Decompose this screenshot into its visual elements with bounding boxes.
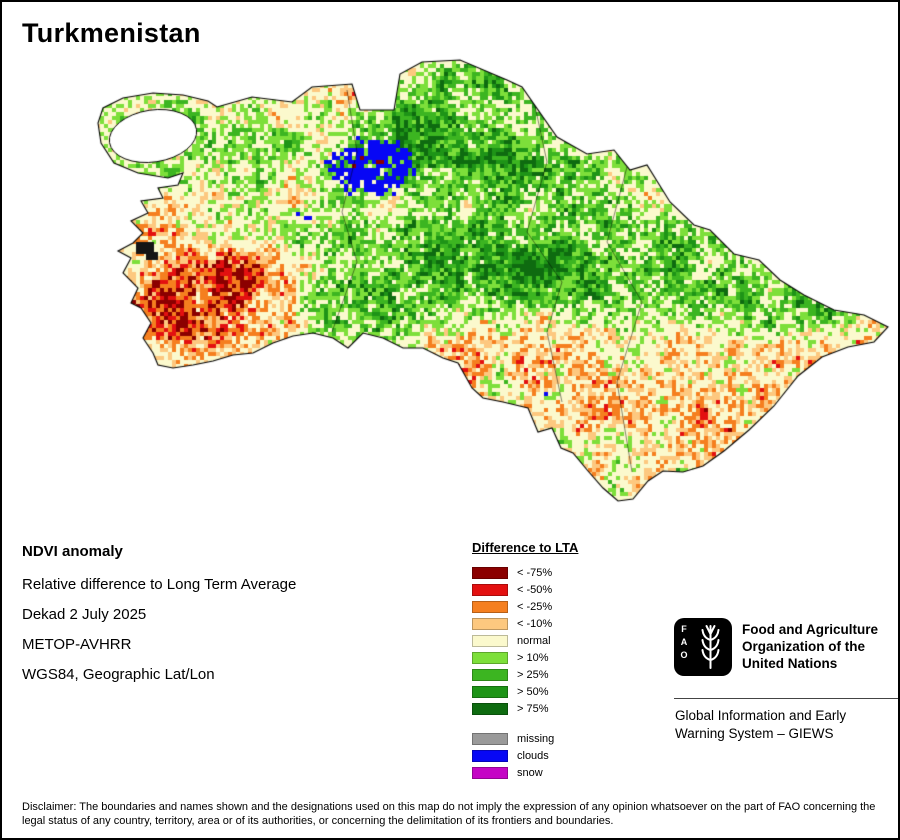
legend-title: Difference to LTA — [472, 540, 579, 555]
ndvi-anomaly-map — [80, 52, 900, 532]
legend-row: clouds — [472, 747, 578, 764]
legend-row: missing — [472, 730, 578, 747]
fao-logo-letters: FAO — [679, 624, 689, 663]
giews-name: Global Information and Early Warning Sys… — [675, 707, 846, 743]
legend-swatch — [472, 732, 508, 745]
legend-label: > 50% — [517, 685, 549, 698]
giews-line: Warning System – GIEWS — [675, 726, 834, 741]
legend-label: normal — [517, 634, 551, 647]
metadata-line-product: Relative difference to Long Term Average — [22, 576, 297, 593]
legend-label: snow — [517, 766, 543, 779]
metadata-heading: NDVI anomaly — [22, 543, 123, 560]
legend-row: > 10% — [472, 649, 578, 666]
map — [80, 52, 900, 532]
legend-swatch — [472, 600, 508, 613]
wheat-icon — [701, 625, 720, 669]
fao-logo: FAO — [674, 618, 732, 676]
brand-divider — [674, 698, 898, 699]
giews-line: Global Information and Early — [675, 708, 847, 723]
fao-org-name: Food and Agriculture Organization of the… — [742, 621, 878, 672]
org-name-line: United Nations — [742, 656, 838, 671]
legend-swatch — [472, 766, 508, 779]
legend-swatch — [472, 685, 508, 698]
legend-label: > 25% — [517, 668, 549, 681]
legend-swatch — [472, 634, 508, 647]
legend-label: < -50% — [517, 583, 553, 596]
legend-swatch — [472, 749, 508, 762]
disclaimer-text: Disclaimer: The boundaries and names sho… — [22, 801, 876, 827]
legend-row: normal — [472, 632, 578, 649]
legend-swatch — [472, 583, 508, 596]
legend-row: < -10% — [472, 615, 578, 632]
legend-label: clouds — [517, 749, 549, 762]
legend-row: > 75% — [472, 700, 578, 717]
legend-swatch — [472, 702, 508, 715]
map-metadata: NDVI anomaly Relative difference to Long… — [22, 543, 296, 697]
legend-label: missing — [517, 732, 555, 745]
legend-row: < -75% — [472, 564, 578, 581]
legend-row: < -25% — [472, 598, 578, 615]
legend-label: < -10% — [517, 617, 553, 630]
legend-label: > 10% — [517, 651, 549, 664]
legend-swatch — [472, 617, 508, 630]
metadata-line-dekad: Dekad 2 July 2025 — [22, 606, 147, 623]
legend-row: > 25% — [472, 666, 578, 683]
legend: Difference to LTA < -75% < -50% < -25% <… — [472, 540, 578, 781]
legend-label: < -25% — [517, 600, 553, 613]
legend-row: < -50% — [472, 581, 578, 598]
page-title: Turkmenistan — [22, 18, 201, 48]
legend-row: > 50% — [472, 683, 578, 700]
legend-swatch — [472, 668, 508, 681]
legend-swatch — [472, 651, 508, 664]
metadata-line-projection: WGS84, Geographic Lat/Lon — [22, 666, 215, 683]
legend-swatch — [472, 566, 508, 579]
legend-gap — [472, 717, 578, 730]
org-name-line: Food and Agriculture — [742, 622, 878, 637]
legend-row: snow — [472, 764, 578, 781]
legend-label: > 75% — [517, 702, 549, 715]
legend-label: < -75% — [517, 566, 553, 579]
metadata-line-sensor: METOP-AVHRR — [22, 636, 132, 653]
org-name-line: Organization of the — [742, 639, 865, 654]
